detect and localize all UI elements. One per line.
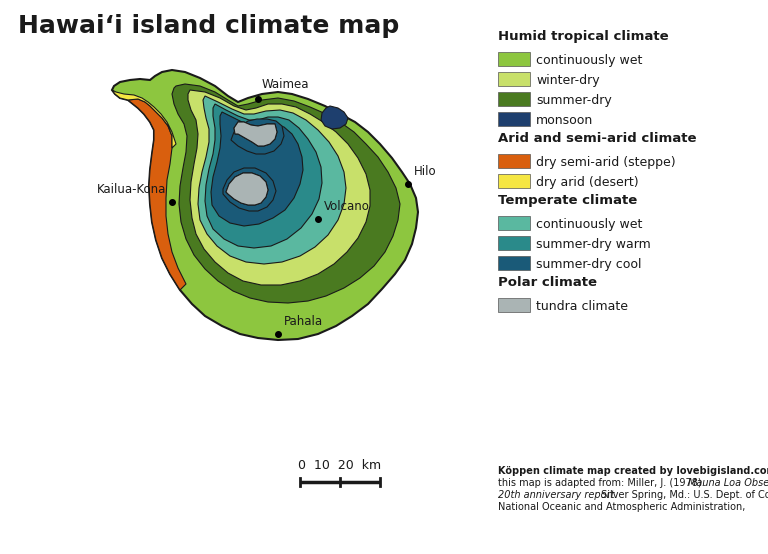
Text: Silver Spring, Md.: U.S. Dept. of Commerce,: Silver Spring, Md.: U.S. Dept. of Commer… bbox=[598, 490, 768, 500]
Text: summer-dry warm: summer-dry warm bbox=[536, 238, 650, 251]
Text: Volcano: Volcano bbox=[324, 200, 370, 213]
Bar bbox=[498, 174, 530, 188]
Text: Arid and semi-arid climate: Arid and semi-arid climate bbox=[498, 132, 697, 145]
Text: Humid tropical climate: Humid tropical climate bbox=[498, 30, 669, 43]
Text: Temperate climate: Temperate climate bbox=[498, 194, 637, 207]
Text: monsoon: monsoon bbox=[536, 114, 593, 127]
Bar bbox=[498, 298, 530, 312]
Text: Hawaiʻi island climate map: Hawaiʻi island climate map bbox=[18, 14, 399, 38]
Bar bbox=[498, 92, 530, 106]
Text: continuously wet: continuously wet bbox=[536, 218, 642, 231]
Polygon shape bbox=[198, 96, 346, 264]
Bar bbox=[498, 72, 530, 86]
Text: Waimea: Waimea bbox=[262, 78, 310, 91]
Bar bbox=[498, 52, 530, 66]
Polygon shape bbox=[234, 122, 277, 146]
Bar bbox=[498, 112, 530, 126]
Bar bbox=[498, 216, 530, 230]
Polygon shape bbox=[211, 112, 303, 226]
Text: summer-dry: summer-dry bbox=[536, 94, 612, 107]
Polygon shape bbox=[223, 168, 276, 211]
Polygon shape bbox=[128, 99, 186, 290]
Text: 0  10  20  km: 0 10 20 km bbox=[299, 459, 382, 472]
Text: Hilo: Hilo bbox=[414, 165, 437, 178]
Text: summer-dry cool: summer-dry cool bbox=[536, 258, 641, 271]
Bar bbox=[498, 236, 530, 250]
Polygon shape bbox=[205, 104, 322, 248]
Text: Polar climate: Polar climate bbox=[498, 276, 597, 289]
Text: Mauna Loa Observatory: a: Mauna Loa Observatory: a bbox=[688, 478, 768, 488]
Bar bbox=[498, 154, 530, 168]
Polygon shape bbox=[226, 173, 268, 205]
Text: continuously wet: continuously wet bbox=[536, 54, 642, 67]
Text: dry arid (desert): dry arid (desert) bbox=[536, 176, 639, 189]
Polygon shape bbox=[321, 106, 348, 129]
Polygon shape bbox=[112, 90, 176, 148]
Polygon shape bbox=[112, 70, 418, 340]
Polygon shape bbox=[172, 84, 400, 303]
Polygon shape bbox=[234, 122, 277, 146]
Text: Kailua-Kona: Kailua-Kona bbox=[97, 183, 166, 196]
Polygon shape bbox=[231, 119, 284, 154]
Text: dry semi-arid (steppe): dry semi-arid (steppe) bbox=[536, 156, 676, 169]
Text: this map is adapted from: Miller, J. (1978).: this map is adapted from: Miller, J. (19… bbox=[498, 478, 708, 488]
Polygon shape bbox=[226, 173, 268, 205]
Bar bbox=[498, 256, 530, 270]
Text: tundra climate: tundra climate bbox=[536, 300, 628, 313]
Text: Köppen climate map created by lovebigisland.com: Köppen climate map created by lovebigisl… bbox=[498, 466, 768, 476]
Text: National Oceanic and Atmospheric Administration,: National Oceanic and Atmospheric Adminis… bbox=[498, 502, 746, 512]
Text: Pahala: Pahala bbox=[284, 315, 323, 328]
Text: winter-dry: winter-dry bbox=[536, 74, 600, 87]
Polygon shape bbox=[188, 90, 370, 285]
Text: 20th anniversary report.: 20th anniversary report. bbox=[498, 490, 617, 500]
